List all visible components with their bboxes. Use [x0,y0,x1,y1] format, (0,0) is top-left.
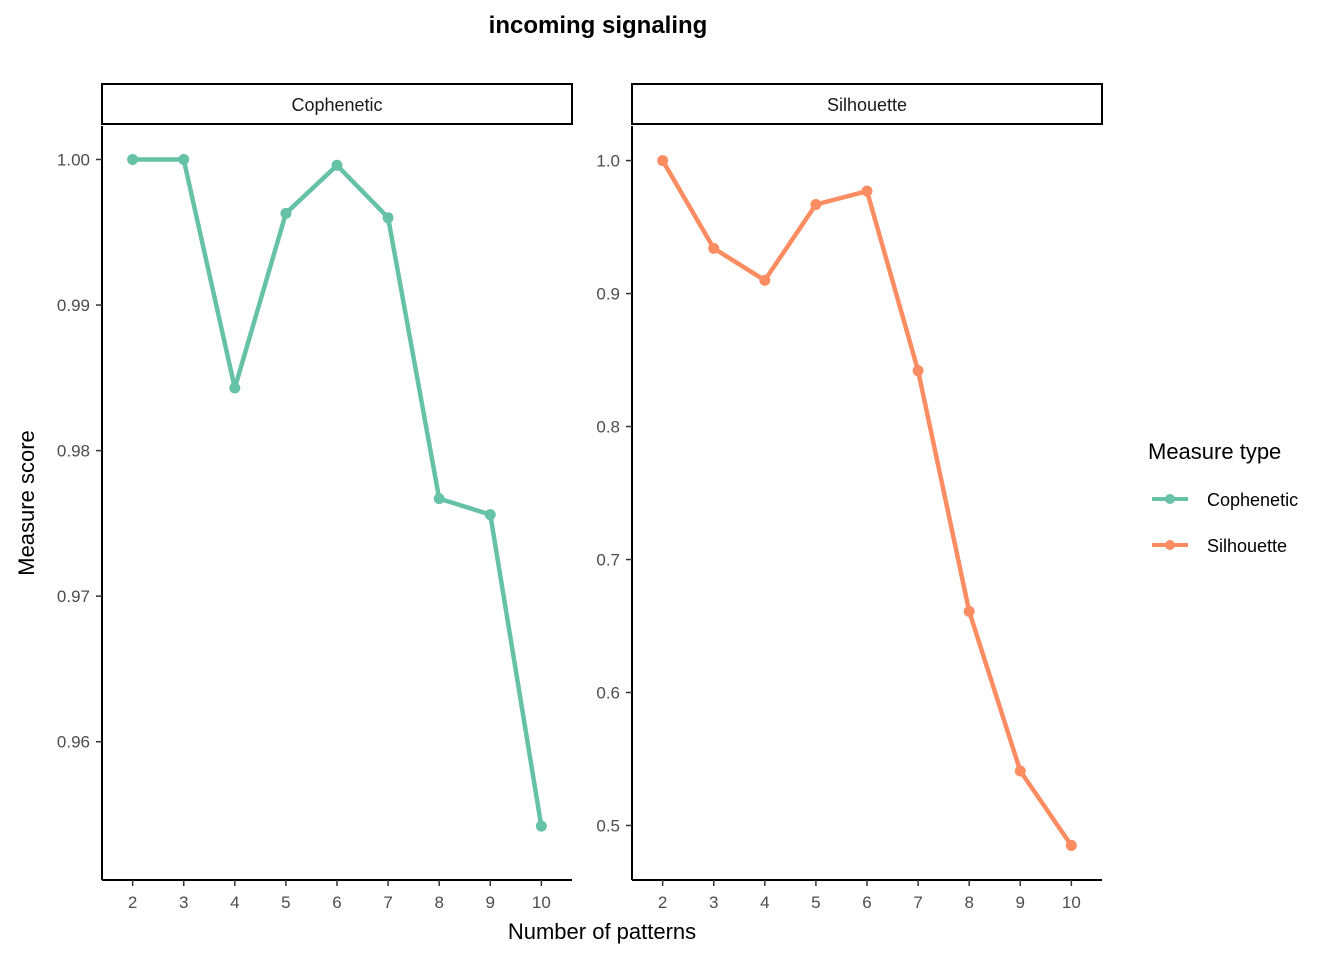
data-point [1065,839,1077,851]
x-tick-label: 8 [964,893,973,912]
panel-series [657,155,1077,851]
data-point [535,820,547,832]
x-tick-label: 2 [658,893,667,912]
panel-cophenetic: Cophenetic 0.96 0.97 0.98 0.99 1.00 2 3 4 5 6 7 8 9 1… [57,83,573,912]
y-tick-label: 0.6 [596,683,620,702]
x-tick-label: 7 [383,893,392,912]
data-point [229,382,241,394]
x-tick-label: 4 [760,893,769,912]
x-tick-label: 3 [179,893,188,912]
legend-item-cophenetic: Cophenetic [1152,490,1298,510]
panel-series [127,153,547,832]
strip-label: Cophenetic [291,95,382,115]
data-point [759,274,771,286]
data-point [331,159,343,171]
y-tick-label: 0.5 [596,816,620,835]
data-point [382,212,394,224]
panel-silhouette: Silhouette 0.5 0.6 0.7 0.8 0.9 1.0 2 3 4 5 6 7 8 9 10 [596,83,1103,912]
x-axis-title: Number of patterns [508,919,696,944]
legend-key-point [1165,540,1175,550]
legend-label: Cophenetic [1207,490,1298,510]
y-axis-title: Measure score [14,430,39,576]
y-tick-label: 0.9 [596,285,620,304]
x-tick-label: 5 [811,893,820,912]
series-line [660,159,1074,847]
x-tick-label: 6 [862,893,871,912]
x-tick-label: 7 [913,893,922,912]
data-point [912,365,924,377]
legend-title: Measure type [1148,439,1281,464]
x-tick-label: 9 [486,893,495,912]
data-point [657,155,669,167]
strip-box [631,83,1103,125]
legend: Measure type Cophenetic Silhouette [1148,439,1298,556]
x-tick-label: 3 [709,893,718,912]
panel-axes: 0.5 0.6 0.7 0.8 0.9 1.0 2 3 4 5 6 7 8 9 10 [596,126,1102,912]
panel-axes: 0.96 0.97 0.98 0.99 1.00 2 3 4 5 6 7 8 9 10 [57,126,572,912]
series-line [132,157,544,827]
legend-item-silhouette: Silhouette [1152,536,1287,556]
data-point [484,509,496,521]
x-tick-label: 9 [1016,893,1025,912]
y-tick-label: 0.7 [596,551,620,570]
y-tick-label: 0.8 [596,418,620,437]
data-point [810,198,822,210]
data-point [1014,765,1026,777]
strip-label: Silhouette [827,95,907,115]
y-tick-label: 0.97 [57,587,90,606]
y-tick-label: 0.98 [57,442,90,461]
data-point [127,153,139,165]
y-tick-label: 0.99 [57,296,90,315]
data-point [861,185,873,197]
x-tick-label: 10 [532,893,551,912]
x-tick-label: 8 [434,893,443,912]
legend-label: Silhouette [1207,536,1287,556]
y-tick-label: 1.00 [57,150,90,169]
y-tick-label: 0.96 [57,733,90,752]
data-point [963,605,975,617]
data-point [280,207,292,219]
y-tick-label: 1.0 [596,152,620,171]
data-point [433,493,445,505]
chart-title: incoming signaling [489,12,708,39]
data-point [708,242,720,254]
strip-box [101,83,573,125]
x-tick-label: 10 [1062,893,1081,912]
x-tick-label: 5 [281,893,290,912]
x-tick-label: 2 [128,893,137,912]
x-tick-label: 4 [230,893,239,912]
legend-key-point [1165,494,1175,504]
x-tick-label: 6 [332,893,341,912]
data-point [178,153,190,165]
